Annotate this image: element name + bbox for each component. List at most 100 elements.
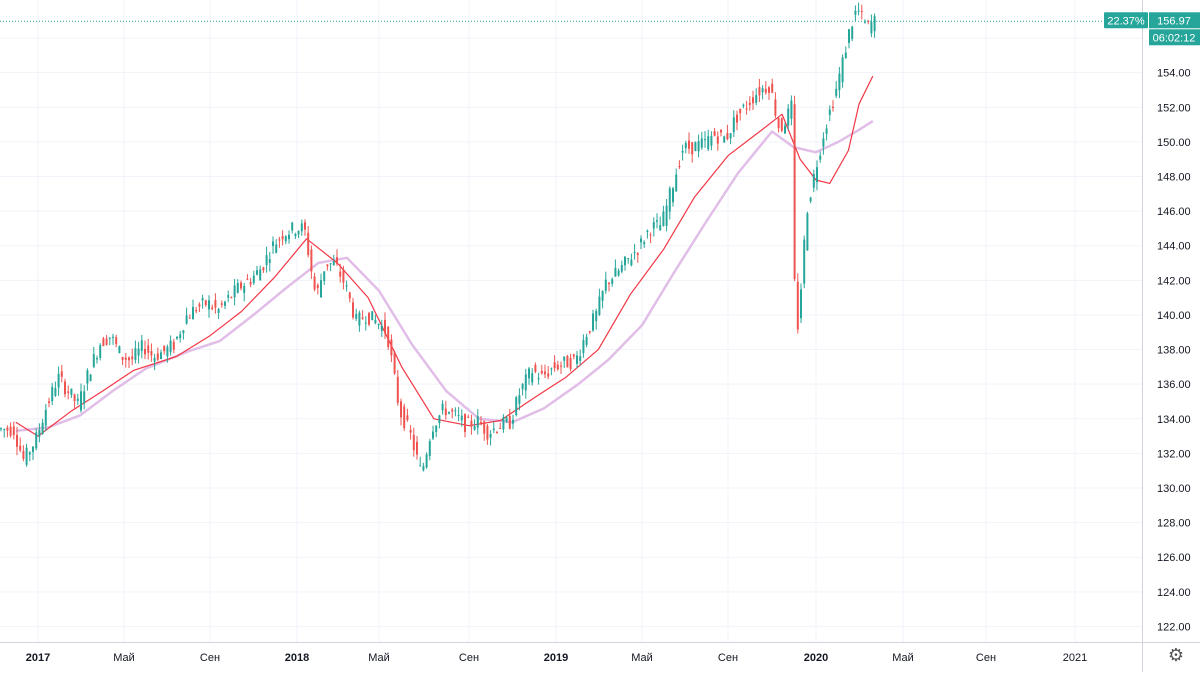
candlestick-series <box>0 2 876 472</box>
candle-body <box>211 307 214 309</box>
candle-body <box>332 261 335 266</box>
candle-body <box>438 415 441 424</box>
candle-body <box>256 270 258 275</box>
candle-body <box>819 155 822 160</box>
price-tick-label: 126.00 <box>1157 552 1191 564</box>
candle-body <box>620 265 623 272</box>
candle-body <box>265 255 268 266</box>
candle-body <box>153 357 156 362</box>
candle-body <box>163 345 166 352</box>
candle-body <box>240 282 242 289</box>
candle-body <box>515 397 518 415</box>
candle-body <box>640 238 642 243</box>
candle-body <box>553 362 556 369</box>
candle-body <box>419 465 422 467</box>
candle-body <box>86 370 89 384</box>
candle-body <box>124 357 127 360</box>
candle-body <box>464 414 466 432</box>
price-tick-label: 122.00 <box>1157 621 1191 633</box>
candle-body <box>521 383 524 390</box>
candle-body <box>150 351 153 356</box>
candle-body <box>457 414 460 416</box>
candle-body <box>662 211 665 226</box>
candle-body <box>582 340 585 354</box>
candle-body <box>0 428 2 430</box>
time-tick-label: 2019 <box>544 652 568 664</box>
candle-body <box>217 309 220 313</box>
candle-body <box>316 285 319 289</box>
candle-body <box>294 233 297 237</box>
change-percent-label: 22.37% <box>1107 15 1145 27</box>
candle-body <box>691 142 694 155</box>
candle-body <box>636 253 639 255</box>
candle-body <box>336 257 338 264</box>
candle-body <box>102 338 105 347</box>
candle-body <box>537 378 540 380</box>
candle-body <box>233 285 236 298</box>
candle-body <box>60 371 63 377</box>
candle-body <box>432 431 434 439</box>
candle-body <box>550 368 553 370</box>
candle-body <box>188 317 191 319</box>
candle-body <box>182 330 185 334</box>
candle-body <box>502 417 505 430</box>
candle-body <box>355 314 358 319</box>
candle-body <box>291 222 294 231</box>
candle-body <box>473 426 476 430</box>
candle-body <box>38 429 41 437</box>
candle-body <box>595 311 598 322</box>
candle-body <box>345 285 348 287</box>
candle-body <box>323 271 326 282</box>
candle-body <box>70 388 73 395</box>
candle-body <box>454 410 457 412</box>
time-tick-label: Сен <box>459 652 479 664</box>
candle-body <box>777 118 780 129</box>
candle-body <box>54 388 57 396</box>
candle-body <box>6 427 9 431</box>
candle-body <box>96 358 98 360</box>
candle-body <box>284 236 287 242</box>
candle-body <box>83 391 86 404</box>
candle-body <box>364 322 367 324</box>
candle-body <box>870 22 873 34</box>
candle-body <box>416 441 418 455</box>
candle-body <box>89 374 92 382</box>
candle-body <box>726 132 729 140</box>
candle-body <box>729 133 732 139</box>
candle-body <box>32 446 34 453</box>
candle-body <box>704 139 706 141</box>
candle-body <box>579 356 582 361</box>
candle-body <box>758 86 761 96</box>
candle-body <box>3 429 6 431</box>
settings-gear-icon[interactable]: ⚙ <box>1167 645 1185 666</box>
candle-body <box>67 391 70 393</box>
candle-body <box>604 279 607 291</box>
candle-body <box>483 421 486 434</box>
candle-body <box>128 357 130 361</box>
candle-body <box>652 222 655 229</box>
price-tick-label: 130.00 <box>1157 483 1191 495</box>
candle-body <box>339 271 342 277</box>
candle-body <box>643 242 646 245</box>
candle-body <box>76 398 79 401</box>
candle-body <box>396 376 399 403</box>
candle-body <box>576 355 578 364</box>
ma-fast-line <box>15 75 874 437</box>
candle-body <box>873 16 876 32</box>
price-tick-label: 140.00 <box>1157 310 1191 322</box>
candle-body <box>371 311 374 321</box>
candle-body <box>838 73 841 91</box>
candle-body <box>697 141 700 152</box>
candle-body <box>867 20 870 22</box>
candle-body <box>748 102 751 106</box>
candle-body <box>275 244 278 253</box>
candle-body <box>390 339 393 356</box>
candle-body <box>428 441 431 457</box>
grid <box>0 0 1142 642</box>
candle-body <box>649 234 652 236</box>
candle-body <box>441 403 444 411</box>
candle-body <box>633 252 636 254</box>
candle-body <box>243 285 246 293</box>
